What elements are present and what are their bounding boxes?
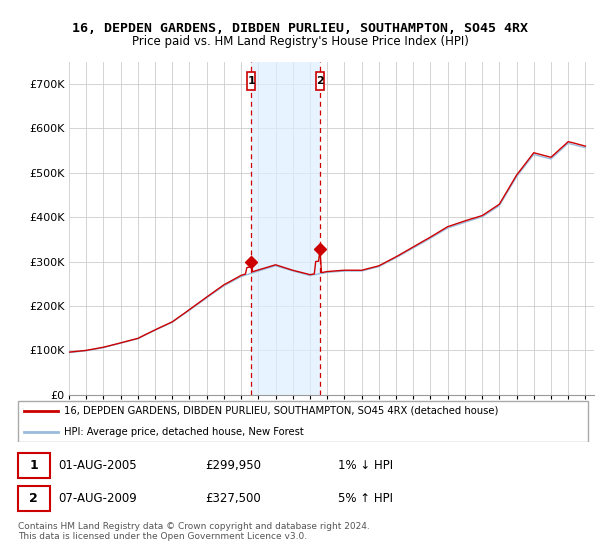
Text: £327,500: £327,500 [205, 492, 261, 505]
Bar [251, 62, 320, 395]
Text: Price paid vs. HM Land Registry's House Price Index (HPI): Price paid vs. HM Land Registry's House … [131, 35, 469, 48]
Text: 07-AUG-2009: 07-AUG-2009 [58, 492, 137, 505]
Text: 16, DEPDEN GARDENS, DIBDEN PURLIEU, SOUTHAMPTON, SO45 4RX (detached house): 16, DEPDEN GARDENS, DIBDEN PURLIEU, SOUT… [64, 406, 499, 416]
Text: £299,950: £299,950 [205, 459, 261, 472]
FancyBboxPatch shape [247, 72, 256, 90]
Text: 1: 1 [29, 459, 38, 472]
FancyBboxPatch shape [18, 453, 50, 478]
Text: Contains HM Land Registry data © Crown copyright and database right 2024.
This d: Contains HM Land Registry data © Crown c… [18, 522, 370, 542]
Text: 01-AUG-2005: 01-AUG-2005 [58, 459, 137, 472]
Text: 2: 2 [316, 76, 324, 86]
FancyBboxPatch shape [18, 401, 588, 441]
Text: 5% ↑ HPI: 5% ↑ HPI [338, 492, 392, 505]
Text: 1: 1 [247, 76, 255, 86]
Text: 1% ↓ HPI: 1% ↓ HPI [338, 459, 392, 472]
Text: 16, DEPDEN GARDENS, DIBDEN PURLIEU, SOUTHAMPTON, SO45 4RX: 16, DEPDEN GARDENS, DIBDEN PURLIEU, SOUT… [72, 22, 528, 35]
Text: 2: 2 [29, 492, 38, 505]
FancyBboxPatch shape [316, 72, 325, 90]
FancyBboxPatch shape [18, 486, 50, 511]
Text: HPI: Average price, detached house, New Forest: HPI: Average price, detached house, New … [64, 427, 304, 437]
